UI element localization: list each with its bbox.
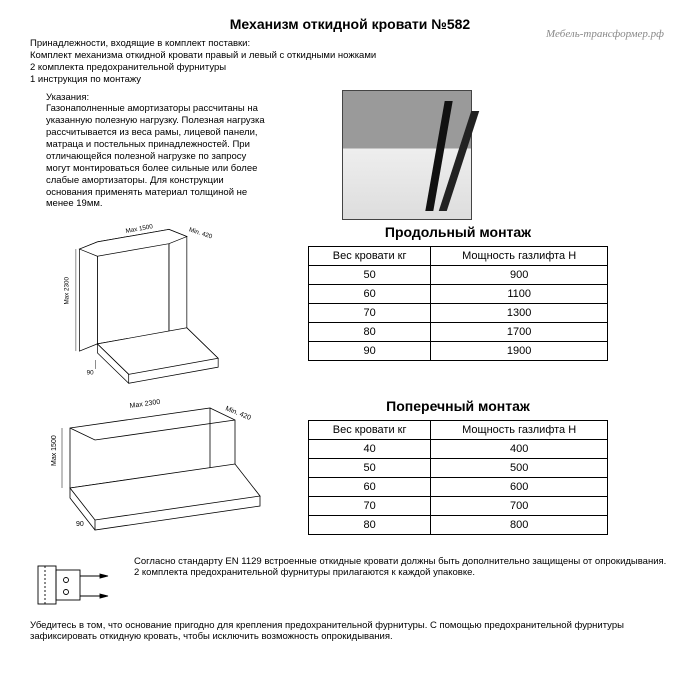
table-row: 601100 bbox=[309, 284, 608, 303]
table-row: 80800 bbox=[309, 515, 608, 534]
col-header: Вес кровати кг bbox=[309, 420, 431, 439]
diagram-vertical: Max 1500 Min. 420 Max 2300 90 bbox=[30, 224, 290, 394]
instructions-row: Указания: Газонаполненные амортизаторы р… bbox=[30, 92, 670, 220]
table-row: 50500 bbox=[309, 458, 608, 477]
table-header-row: Вес кровати кг Мощность газлифта Н bbox=[309, 420, 608, 439]
footer-text: Согласно стандарту EN 1129 встроенные от… bbox=[134, 556, 670, 580]
col-header: Мощность газлифта Н bbox=[431, 246, 608, 265]
diagram-horizontal: Max 2300 Min. 420 Max 1500 90 bbox=[30, 398, 290, 548]
table-row: 701300 bbox=[309, 303, 608, 322]
instructions-heading: Указания: bbox=[46, 92, 270, 104]
dim-floor: 90 bbox=[76, 521, 84, 528]
instructions-block: Указания: Газонаполненные амортизаторы р… bbox=[30, 92, 270, 220]
section-longitudinal: Max 1500 Min. 420 Max 2300 90 Продольный… bbox=[30, 224, 670, 394]
dim-width: Max 2300 bbox=[129, 398, 161, 409]
table-transverse-wrap: Поперечный монтаж Вес кровати кг Мощност… bbox=[308, 398, 608, 535]
dim-floor: 90 bbox=[87, 369, 94, 376]
table-row: 40400 bbox=[309, 439, 608, 458]
table-row: 901900 bbox=[309, 341, 608, 360]
dim-depth: Min. 420 bbox=[188, 226, 213, 240]
bracket-diagram bbox=[30, 556, 120, 616]
footer-paragraph: Согласно стандарту EN 1129 встроенные от… bbox=[134, 556, 670, 580]
section-transverse: Max 2300 Min. 420 Max 1500 90 Поперечный… bbox=[30, 398, 670, 548]
section-title: Продольный монтаж bbox=[308, 224, 608, 240]
product-photo bbox=[342, 90, 472, 220]
col-header: Вес кровати кг bbox=[309, 246, 431, 265]
table-row: 70700 bbox=[309, 496, 608, 515]
table-row: 50900 bbox=[309, 265, 608, 284]
watermark: Мебель-трансформер.рф bbox=[546, 28, 664, 40]
accessories-block: Принадлежности, входящие в комплект пост… bbox=[30, 38, 670, 86]
table-row: 801700 bbox=[309, 322, 608, 341]
footer-row: Согласно стандарту EN 1129 встроенные от… bbox=[30, 556, 670, 616]
col-header: Мощность газлифта Н bbox=[431, 420, 608, 439]
table-header-row: Вес кровати кг Мощность газлифта Н bbox=[309, 246, 608, 265]
dim-depth: Min. 420 bbox=[224, 405, 252, 422]
table-row: 60600 bbox=[309, 477, 608, 496]
footer-paragraph-2: Убедитесь в том, что основание пригодно … bbox=[30, 620, 670, 644]
table-longitudinal-wrap: Продольный монтаж Вес кровати кг Мощност… bbox=[308, 224, 608, 361]
accessories-line: Комплект механизма откидной кровати прав… bbox=[30, 50, 670, 62]
accessories-line: 1 инструкция по монтажу bbox=[30, 74, 670, 86]
accessories-line: 2 комплекта предохранительной фурнитуры bbox=[30, 62, 670, 74]
dim-height: Max 1500 bbox=[51, 435, 58, 466]
table-transverse: Вес кровати кг Мощность газлифта Н 40400… bbox=[308, 420, 608, 535]
instructions-body: Газонаполненные амортизаторы рассчитаны … bbox=[46, 103, 270, 210]
dim-height: Max 2300 bbox=[64, 276, 71, 304]
section-title: Поперечный монтаж bbox=[308, 398, 608, 414]
table-longitudinal: Вес кровати кг Мощность газлифта Н 50900… bbox=[308, 246, 608, 361]
